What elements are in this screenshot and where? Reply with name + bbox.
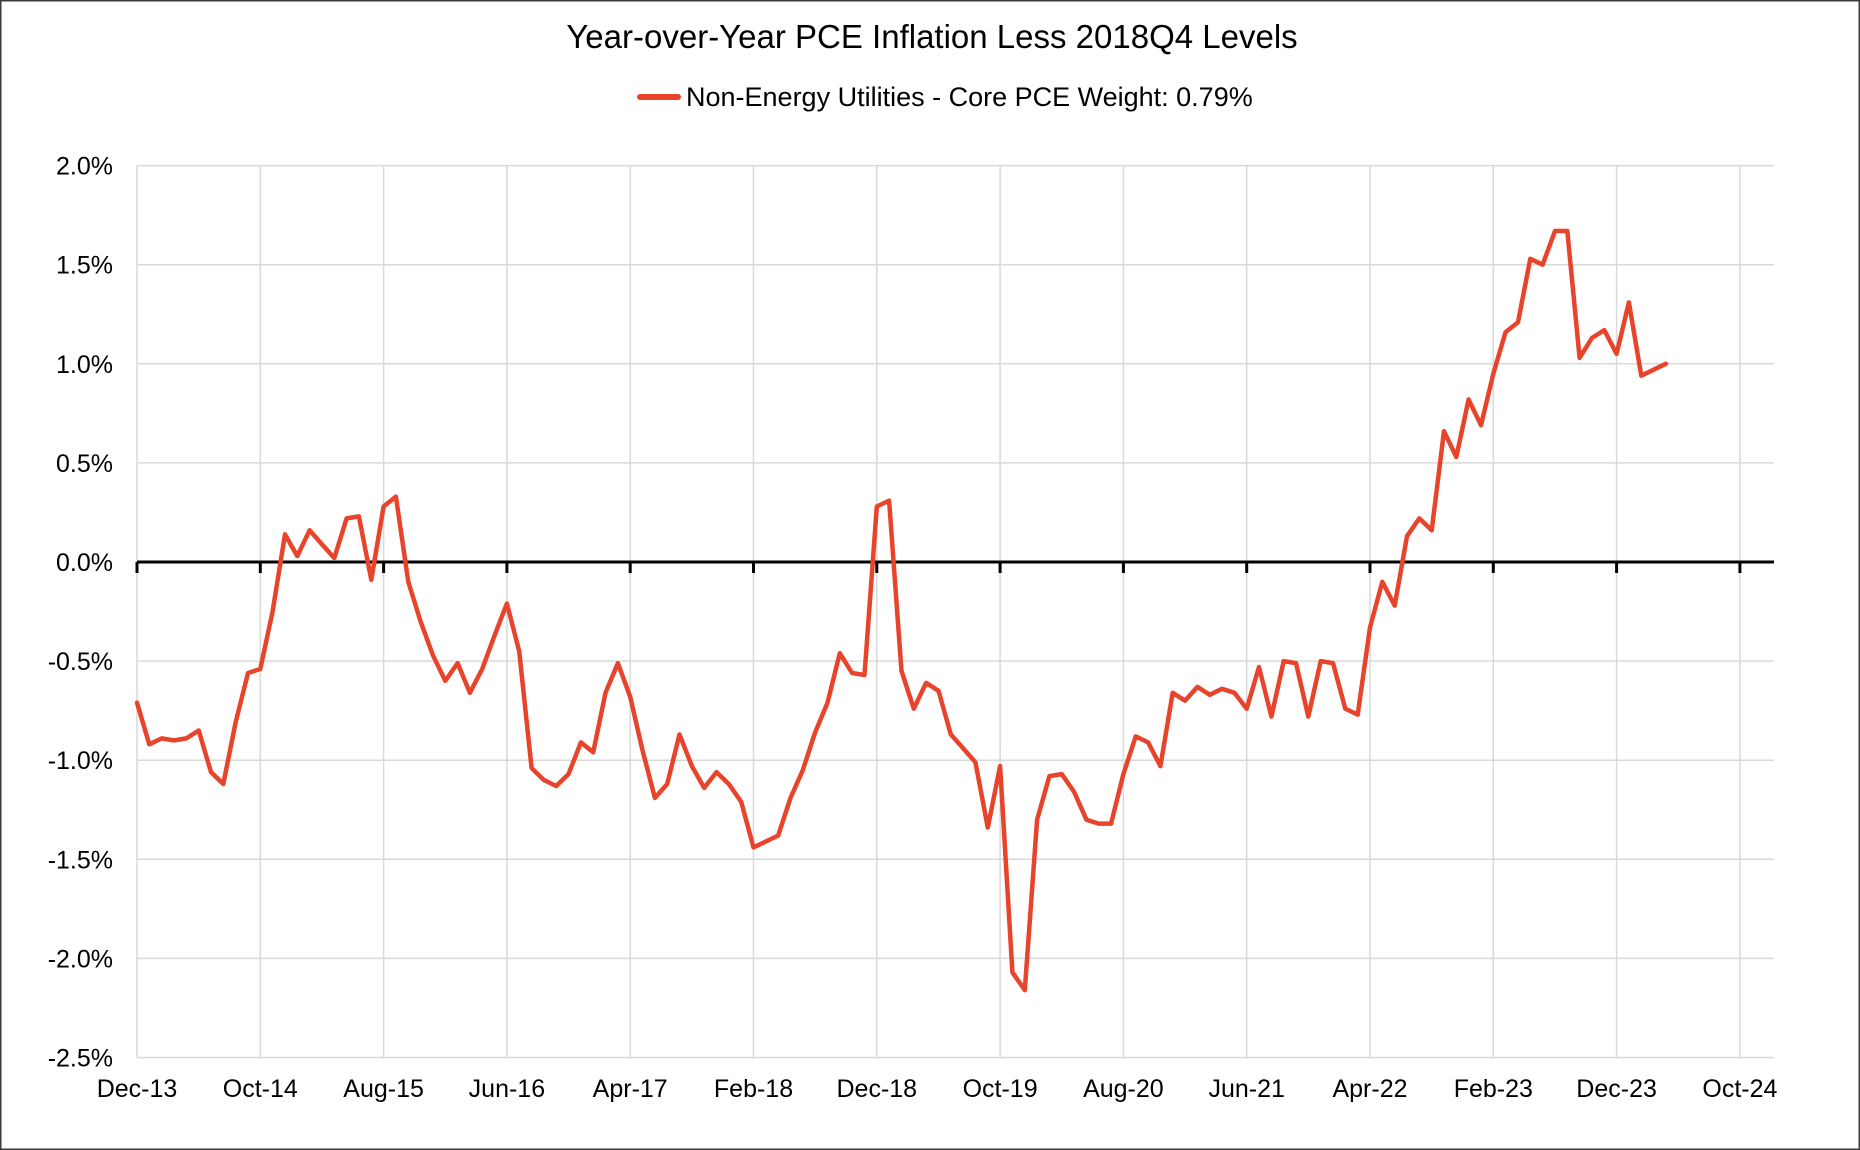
x-axis-tick-label: Oct-19	[963, 1075, 1038, 1103]
y-axis-tick-label: -2.0%	[48, 945, 113, 973]
y-axis-tick-label: -1.5%	[48, 846, 113, 874]
x-axis-tick-label: Jun-21	[1208, 1075, 1284, 1103]
x-axis-tick-label: Oct-14	[223, 1075, 298, 1103]
gridlines	[136, 164, 1774, 1059]
y-axis-tick-label: 1.0%	[56, 351, 113, 379]
axes	[135, 560, 1774, 573]
x-axis-tick-label: Oct-24	[1702, 1075, 1777, 1103]
y-axis-tick-label: -1.0%	[48, 747, 113, 775]
chart-title: Year-over-Year PCE Inflation Less 2018Q4…	[566, 18, 1297, 55]
x-axis-tick-label: Feb-23	[1454, 1075, 1533, 1103]
x-axis-tick-label: Aug-15	[343, 1075, 424, 1103]
x-axis-tick-label: Feb-18	[714, 1075, 793, 1103]
x-axis-tick-label: Dec-23	[1576, 1075, 1657, 1103]
legend-label: Non-Energy Utilities - Core PCE Weight: …	[686, 82, 1253, 112]
y-axis-tick-label: 2.0%	[56, 153, 113, 181]
x-axis-tick-label: Aug-20	[1083, 1075, 1164, 1103]
y-axis-tick-label: 0.5%	[56, 450, 113, 478]
x-axis-tick-label: Apr-22	[1332, 1075, 1407, 1103]
x-axis-tick-label: Apr-17	[593, 1075, 668, 1103]
y-axis-tick-label: 1.5%	[56, 252, 113, 280]
legend: Non-Energy Utilities - Core PCE Weight: …	[637, 82, 1253, 112]
x-axis-tick-label: Jun-16	[469, 1075, 545, 1103]
x-axis-tick-label: Dec-18	[837, 1075, 918, 1103]
x-axis-tick-label: Dec-13	[97, 1075, 178, 1103]
y-axis-tick-label: -0.5%	[48, 648, 113, 676]
axis-labels: 2.0% 1.5% 1.0% 0.5% 0.0% -0.5% -1.0% -1.5% -2.0%…	[48, 153, 1778, 1103]
y-axis-tick-label: -2.5%	[48, 1045, 113, 1073]
data-series-line	[134, 228, 1669, 993]
y-axis-tick-label: 0.0%	[56, 549, 113, 577]
